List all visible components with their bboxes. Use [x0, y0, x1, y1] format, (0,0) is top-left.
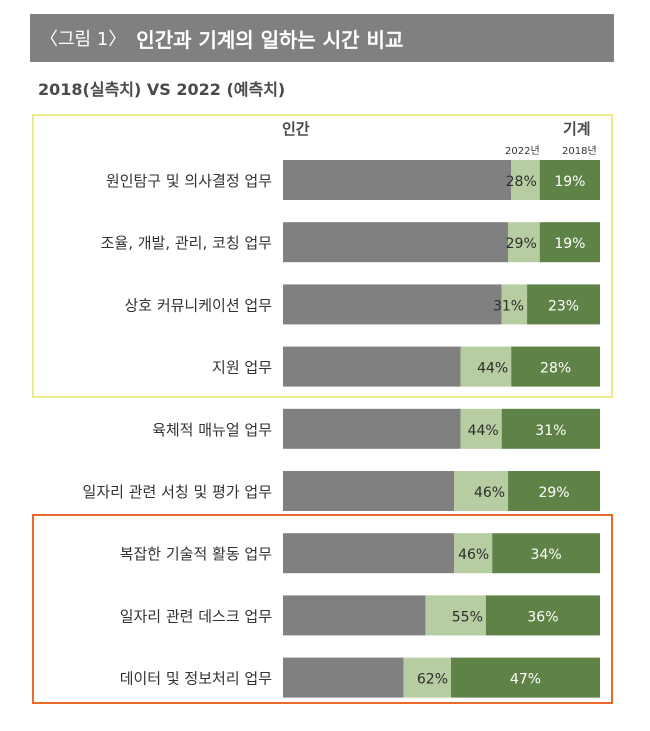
bar-machine-2018: [539, 222, 600, 263]
data-label-2022: 28%: [506, 174, 537, 190]
data-label-2018: 47%: [510, 672, 541, 688]
bar-machine-2022: [511, 160, 540, 200]
category-label: 원인탐구 및 의사결정 업무: [106, 172, 272, 190]
bar-machine-2018: [485, 595, 600, 636]
bar-machine-2018: [527, 284, 600, 325]
bar-machine-2018: [492, 533, 600, 574]
bar-machine-2018: [508, 471, 600, 511]
bar-machine-2018: [451, 657, 600, 698]
bar-machine-2022: [454, 471, 509, 511]
data-label-2022: 62%: [417, 672, 448, 688]
data-label-2018: 31%: [535, 423, 566, 439]
data-label-2022: 55%: [452, 609, 483, 625]
category-label: 데이터 및 정보처리 업무: [120, 670, 273, 688]
category-label: 일자리 관련 데스크 업무: [120, 607, 273, 625]
column-header-machine: 기계: [563, 120, 591, 138]
chart-subtitle: 2018(실측치) VS 2022 (예측치): [38, 80, 286, 99]
chart-title: 인간과 기계의 일하는 시간 비교: [136, 27, 404, 52]
category-label: 상호 커뮤니케이션 업무: [124, 296, 272, 314]
bar-human: [283, 346, 461, 387]
category-label: 육체적 매뉴얼 업무: [152, 421, 272, 439]
legend-2018: 2018년: [562, 146, 597, 157]
data-label-2022: 44%: [468, 423, 499, 439]
legend-2022: 2022년: [505, 146, 540, 157]
highlight-box-bottom: [32, 514, 613, 704]
data-label-2022: 44%: [477, 361, 508, 377]
bar-human: [283, 222, 509, 263]
bar-human: [283, 533, 455, 574]
data-label-2018: 19%: [554, 236, 585, 252]
bar-machine-2018: [501, 408, 600, 449]
bar-machine-2022: [454, 533, 493, 574]
title-bar: 〈그림 1〉 인간과 기계의 일하는 시간 비교: [30, 14, 614, 62]
figure-label: 〈그림 1〉: [40, 29, 127, 50]
bar-human: [283, 284, 502, 325]
bar-human: [283, 160, 512, 200]
category-label: 지원 업무: [212, 359, 272, 377]
bar-human: [283, 408, 461, 449]
column-header-human: 인간: [282, 120, 310, 138]
data-label-2018: 23%: [548, 298, 579, 314]
bar-machine-2022: [460, 408, 502, 449]
bar-machine-2022: [508, 222, 540, 263]
data-label-2022: 29%: [506, 236, 537, 252]
data-label-2022: 46%: [458, 547, 489, 563]
data-label-2018: 36%: [527, 609, 558, 625]
bar-human: [283, 595, 426, 636]
data-label-2022: 31%: [493, 298, 524, 314]
bar-machine-2022: [460, 346, 512, 387]
category-label: 복잡한 기술적 활동 업무: [120, 545, 273, 563]
category-label: 조율, 개발, 관리, 코칭 업무: [101, 234, 273, 252]
data-label-2018: 28%: [540, 361, 571, 377]
bar-machine-2018: [539, 160, 600, 200]
data-label-2018: 29%: [538, 485, 569, 501]
bar-human: [283, 471, 455, 511]
bar-machine-2022: [425, 595, 486, 636]
bar-machine-2022: [501, 284, 528, 325]
data-label-2022: 46%: [474, 485, 505, 501]
bar-machine-2018: [511, 346, 600, 387]
highlight-box-top: [32, 114, 613, 398]
bar-machine-2022: [403, 657, 452, 698]
category-label: 일자리 관련 서칭 및 평가 업무: [83, 483, 273, 501]
data-label-2018: 34%: [531, 547, 562, 563]
data-label-2018: 19%: [554, 174, 585, 190]
bar-human: [283, 657, 404, 698]
